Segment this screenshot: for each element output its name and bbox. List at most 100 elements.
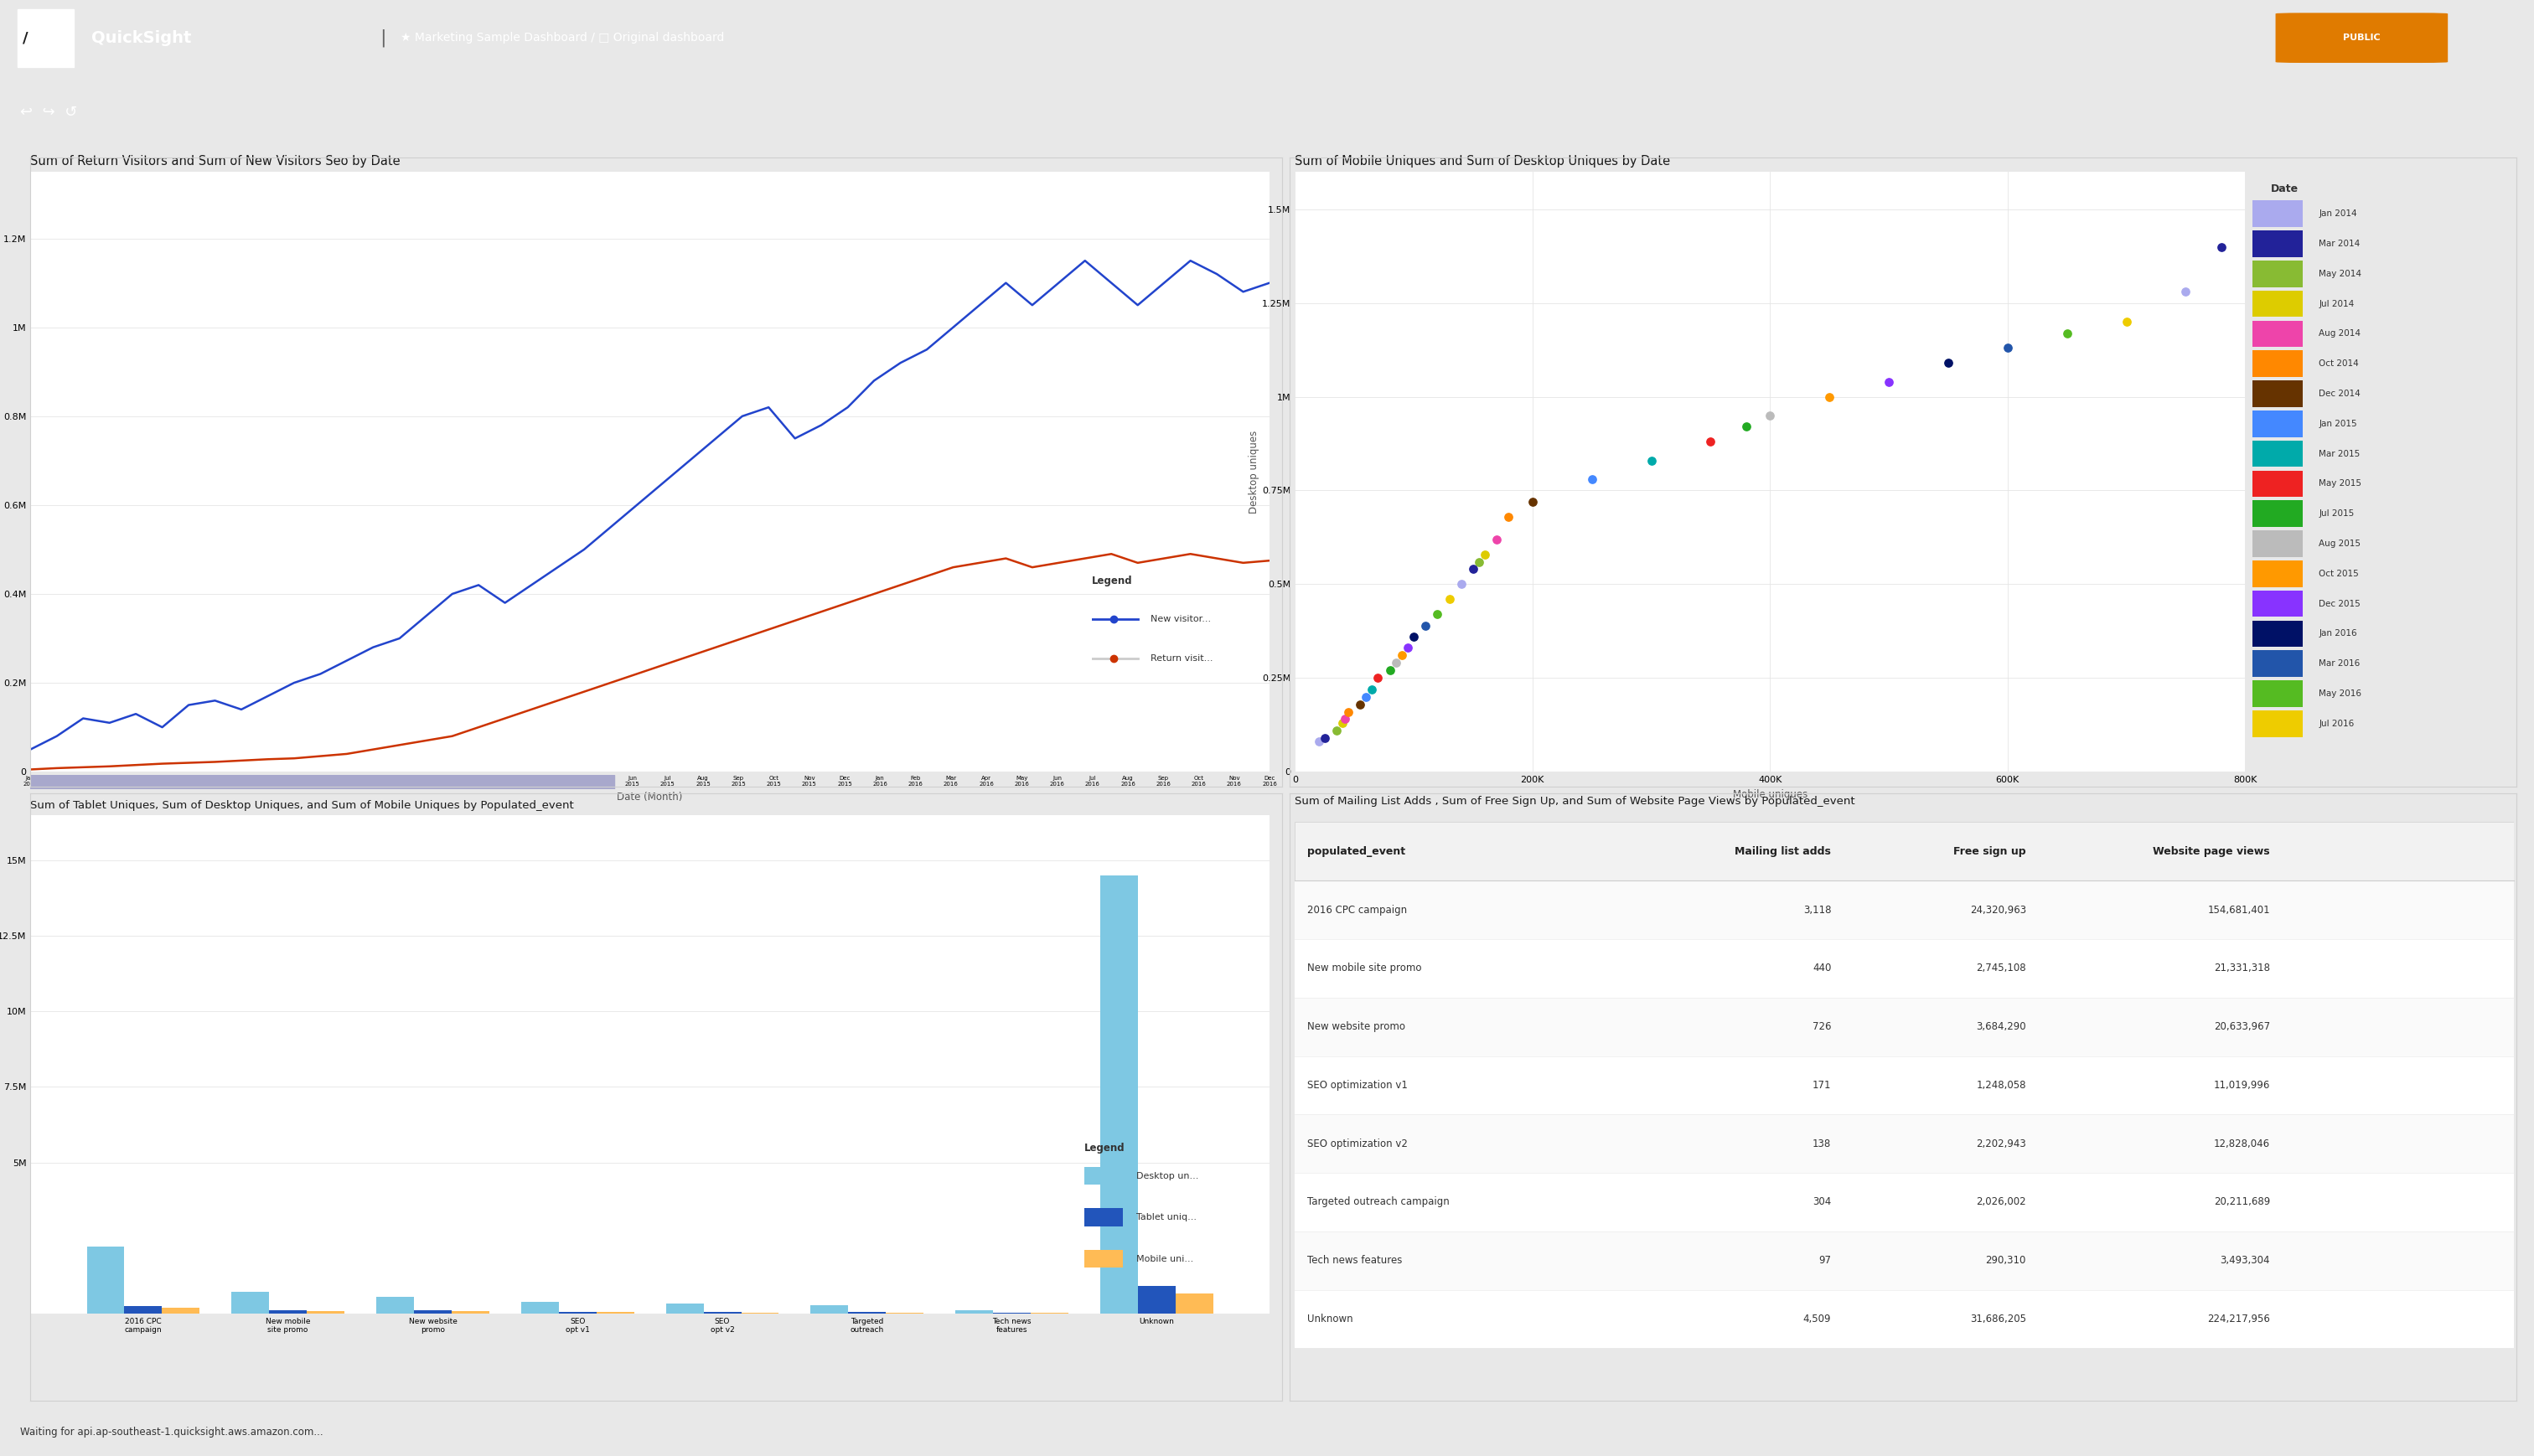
Point (1368, 658, 1409, 681)
Text: 20,633,967: 20,633,967 (2215, 1021, 2270, 1032)
Text: Sum of Return Visitors and Sum of New Visitors Seo by Date: Sum of Return Visitors and Sum of New Vi… (30, 154, 400, 167)
Bar (560, 1312, 595, 1313)
Bar (451, 1312, 489, 1313)
Point (1376, 651, 1417, 674)
Text: Dec 2015: Dec 2015 (2319, 600, 2362, 609)
Text: 2,202,943: 2,202,943 (1977, 1139, 2027, 1149)
Text: 21,331,318: 21,331,318 (2215, 962, 2270, 974)
Text: May 2015: May 2015 (2319, 479, 2362, 488)
Text: Free sign up: Free sign up (1954, 846, 2027, 858)
Text: Aug 2015: Aug 2015 (2319, 540, 2362, 547)
Bar (307, 1310, 345, 1313)
Text: |: | (380, 29, 388, 47)
Bar (2253, 351, 2303, 377)
Bar (1085, 1249, 1123, 1268)
Point (1297, 729, 1338, 753)
Text: Jul 2016: Jul 2016 (2319, 719, 2354, 728)
Text: Waiting for api.ap-southeast-1.quicksight.aws.amazon.com...: Waiting for api.ap-southeast-1.quicksigh… (20, 1427, 324, 1437)
Text: 290,310: 290,310 (1987, 1255, 2027, 1267)
Text: 3,118: 3,118 (1804, 904, 1832, 916)
Text: 154,681,401: 154,681,401 (2207, 904, 2270, 916)
Text: Tablet uniq...: Tablet uniq... (1135, 1213, 1196, 1222)
Bar (2253, 320, 2303, 347)
Bar (1295, 881, 2514, 939)
Bar (1295, 1290, 2514, 1348)
Text: 12,828,046: 12,828,046 (2215, 1139, 2270, 1149)
Text: Sum of Mobile Uniques and Sum of Desktop Uniques by Date: Sum of Mobile Uniques and Sum of Desktop… (1295, 154, 1670, 167)
Bar (30, 775, 613, 789)
Bar (1085, 1208, 1123, 1226)
Text: Unknown: Unknown (1308, 1313, 1353, 1325)
Text: Mobile uni...: Mobile uni... (1135, 1255, 1194, 1264)
Bar (2253, 380, 2303, 408)
Bar (1138, 1286, 1176, 1313)
Text: 31,686,205: 31,686,205 (1969, 1313, 2027, 1325)
Text: 138: 138 (1812, 1139, 1832, 1149)
Bar (2253, 620, 2303, 646)
Bar (2253, 680, 2303, 708)
Point (1477, 527, 1518, 550)
Point (2106, 310, 2146, 333)
Point (1465, 543, 1505, 566)
Point (1928, 351, 1969, 374)
Text: 24,320,963: 24,320,963 (1969, 904, 2027, 916)
Text: 2,026,002: 2,026,002 (1977, 1197, 2027, 1207)
Bar (2253, 501, 2303, 527)
Bar (413, 1310, 451, 1313)
Text: Jan 2014: Jan 2014 (2319, 210, 2357, 218)
Bar (1295, 1056, 2514, 1114)
Point (1394, 625, 1434, 648)
Text: 304: 304 (1812, 1197, 1832, 1207)
Text: 11,019,996: 11,019,996 (2215, 1080, 2270, 1091)
Point (1726, 415, 1766, 438)
Bar (2253, 561, 2303, 587)
Text: Mar 2015: Mar 2015 (2319, 450, 2359, 459)
Point (1748, 403, 1789, 427)
Text: Website page views: Website page views (2154, 846, 2270, 858)
Text: May 2014: May 2014 (2319, 269, 2362, 278)
Point (1571, 467, 1612, 491)
Bar (1295, 939, 2514, 997)
Bar (1295, 1174, 2514, 1232)
Point (1346, 686, 1386, 709)
Point (1809, 384, 1850, 408)
Text: Jul 2015: Jul 2015 (2319, 510, 2354, 518)
Text: New visitor...: New visitor... (1150, 614, 1211, 623)
Text: Sum of Mailing List Adds , Sum of Free Sign Up, and Sum of Website Page Views by: Sum of Mailing List Adds , Sum of Free S… (1295, 795, 1855, 807)
Bar (162, 1307, 200, 1313)
Text: 726: 726 (1812, 1021, 1832, 1032)
Text: QuickSight: QuickSight (91, 31, 190, 45)
Text: Tech news features: Tech news features (1308, 1255, 1401, 1267)
Text: Jul 2014: Jul 2014 (2319, 300, 2354, 309)
Point (2167, 280, 2207, 303)
Bar (378, 1297, 413, 1313)
Bar (124, 1306, 162, 1313)
Bar (2253, 651, 2303, 677)
Y-axis label: Desktop uniques: Desktop uniques (1249, 430, 1259, 514)
Point (1305, 727, 1346, 750)
Point (1460, 550, 1500, 574)
Point (1513, 491, 1553, 514)
Text: /: / (23, 31, 28, 45)
Text: Dec 2014: Dec 2014 (2319, 390, 2362, 397)
Point (1406, 614, 1447, 638)
Text: Date: Date (2270, 183, 2298, 195)
Bar (231, 1291, 269, 1313)
Text: Legend: Legend (1092, 575, 1133, 585)
Bar (2253, 261, 2303, 287)
Point (1315, 719, 1356, 743)
Bar (2253, 530, 2303, 558)
X-axis label: Date (Month): Date (Month) (618, 791, 682, 802)
Bar (86, 1246, 124, 1313)
Bar (1085, 1166, 1123, 1185)
Point (1987, 336, 2027, 360)
Text: Jan 2015: Jan 2015 (2319, 419, 2357, 428)
Bar (18, 9, 73, 67)
Point (1351, 677, 1391, 700)
Text: 2,745,108: 2,745,108 (1977, 962, 2027, 974)
Point (1487, 505, 1528, 529)
Text: ★ Marketing Sample Dashboard / □ Original dashboard: ★ Marketing Sample Dashboard / □ Origina… (400, 32, 725, 44)
Text: Desktop un...: Desktop un... (1135, 1172, 1199, 1181)
Text: Mailing list adds: Mailing list adds (1736, 846, 1832, 858)
Text: SEO optimization v2: SEO optimization v2 (1308, 1139, 1406, 1149)
